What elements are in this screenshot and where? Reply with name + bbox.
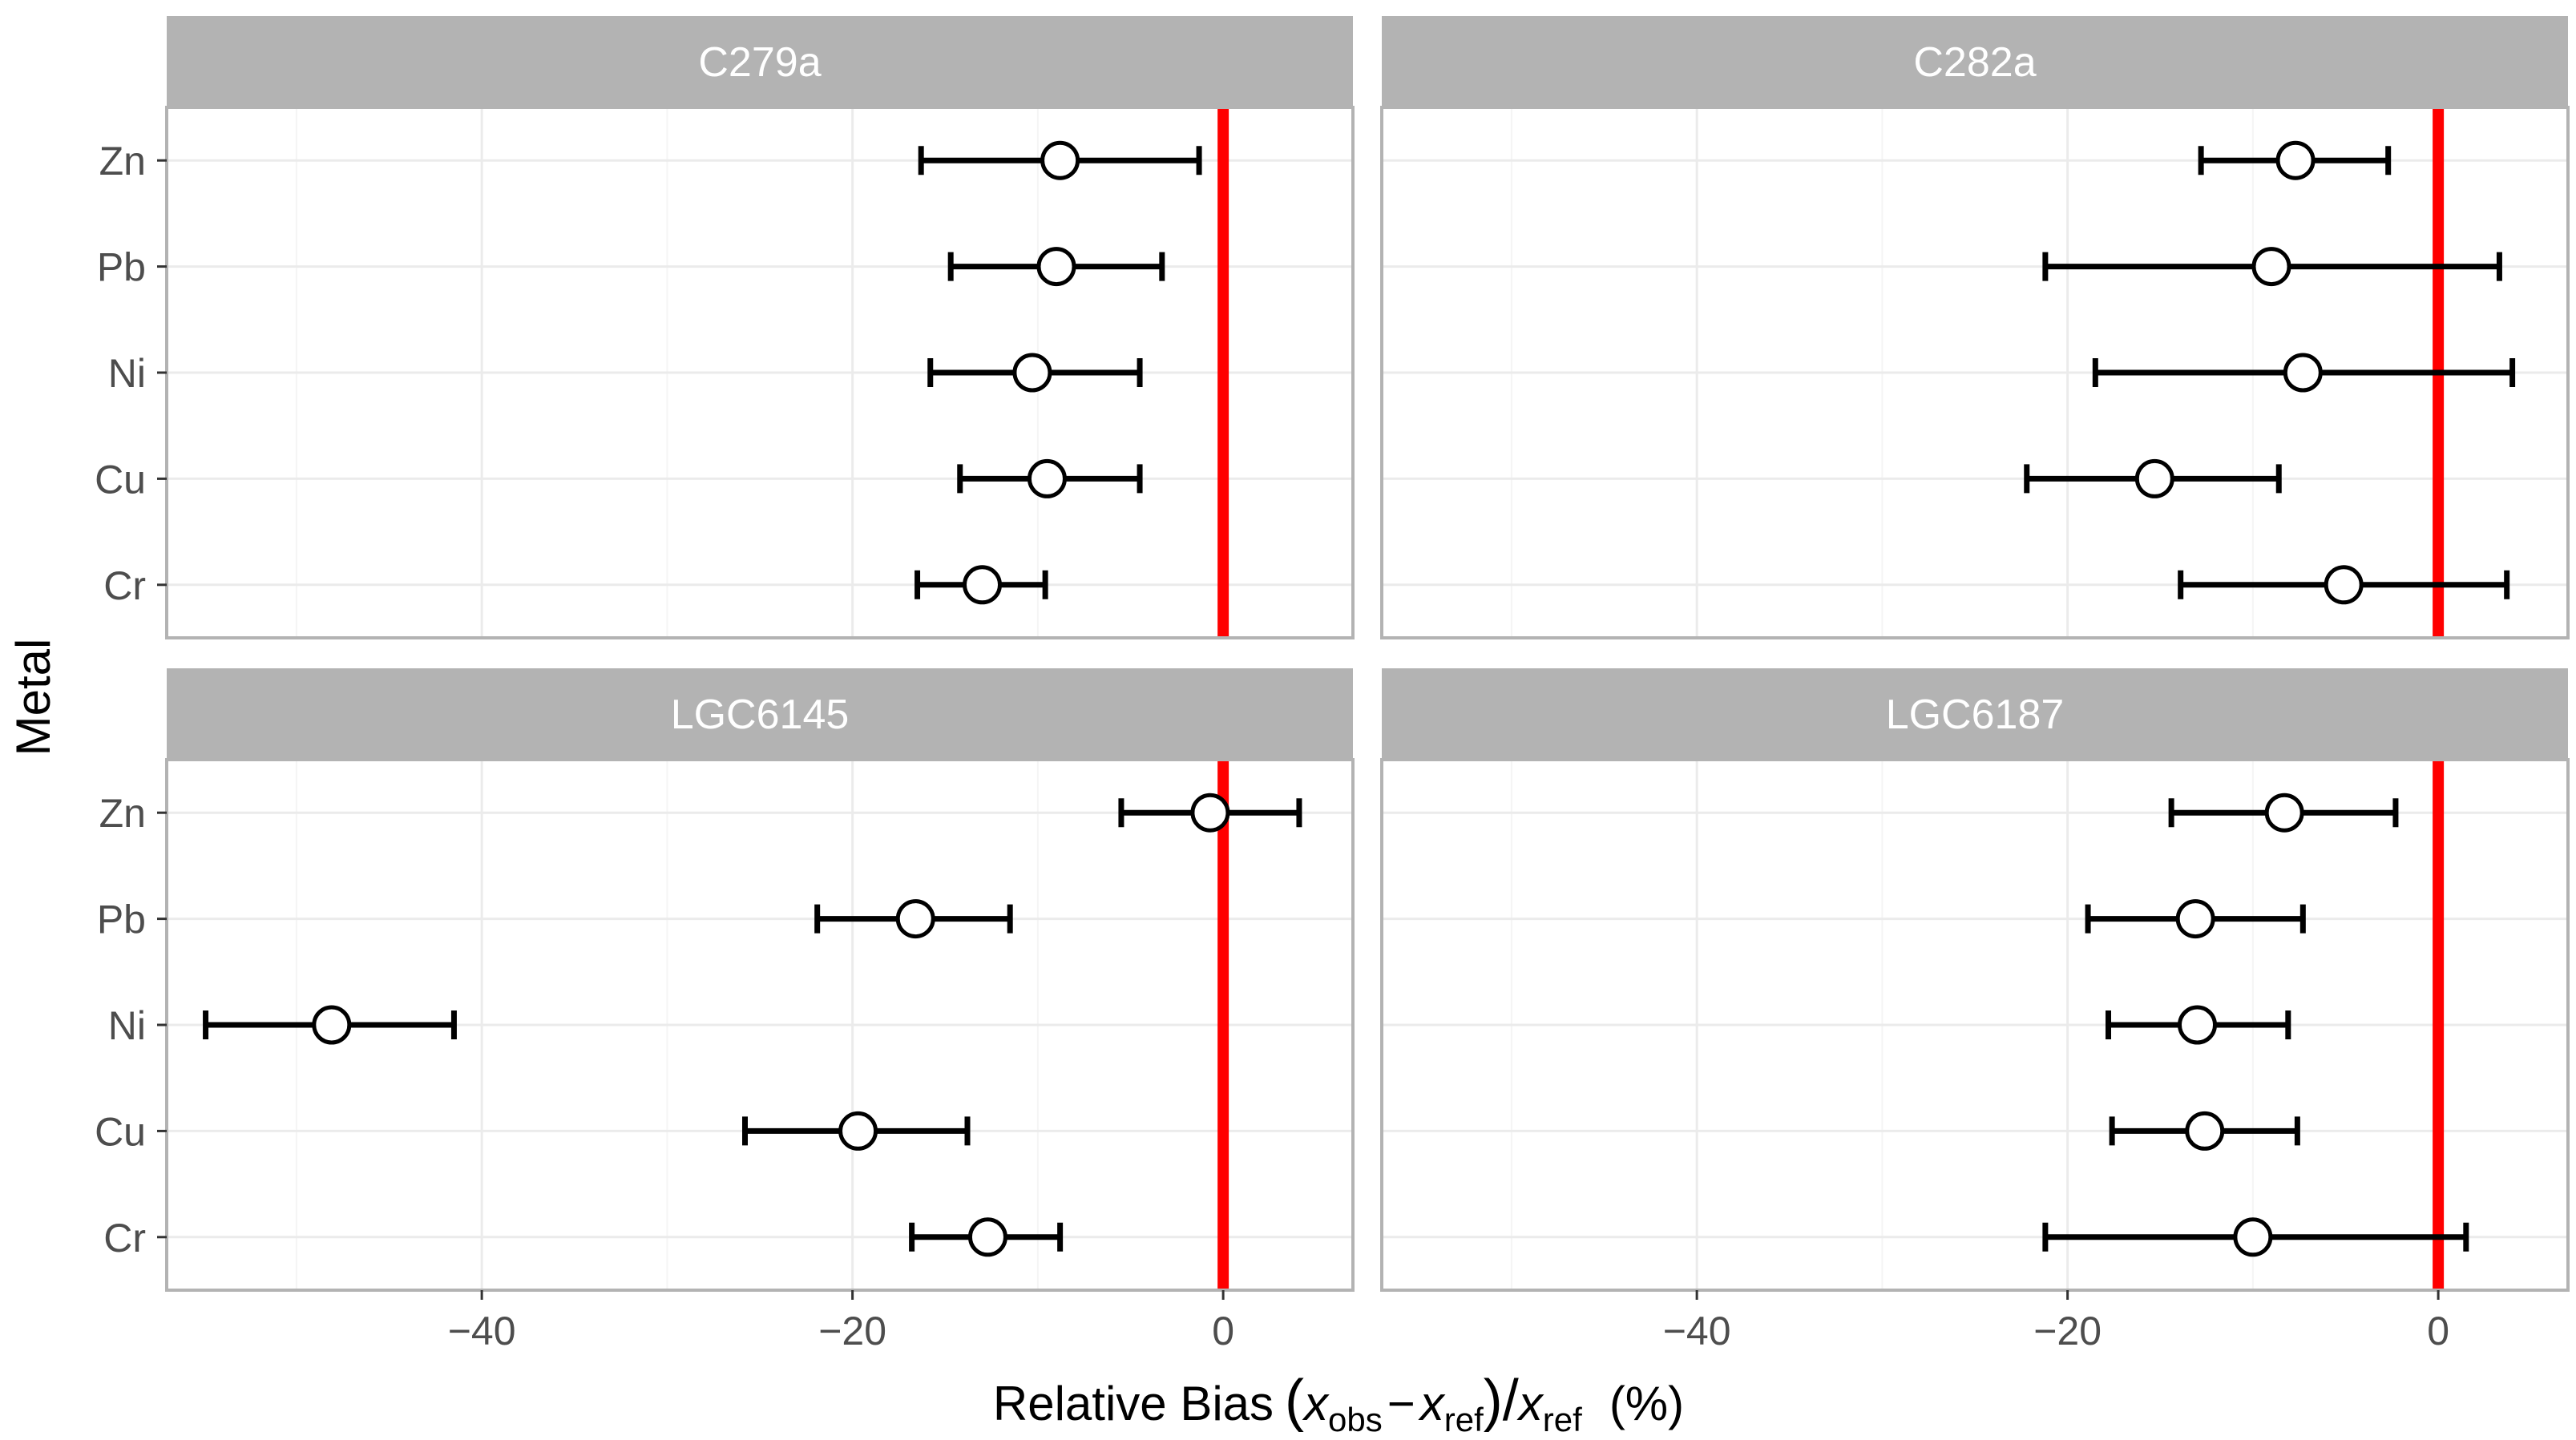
panel-c279a: C279a [165, 16, 1355, 639]
data-point-ni [2178, 1005, 2217, 1045]
y-tick-label: Ni [108, 1003, 146, 1048]
error-bar-cr [909, 1217, 1064, 1257]
data-point-cu [2134, 458, 2174, 498]
data-point-cr [963, 565, 1002, 605]
error-bar-cr [2178, 565, 2510, 605]
error-bar-ni [927, 353, 1143, 393]
data-point-zn [2264, 793, 2304, 833]
data-point-pb [2251, 247, 2291, 287]
error-bar-cu [2024, 458, 2282, 498]
x-axis-title-var-obs: x [1302, 1377, 1330, 1430]
panel-border [1380, 758, 2570, 1292]
panel-title: C279a [698, 39, 821, 86]
error-bar-cu [2109, 1111, 2300, 1151]
x-tick-label: 0 [1212, 1309, 1234, 1353]
x-tick-label: −20 [2033, 1309, 2102, 1353]
y-tick-label: Cu [95, 1109, 146, 1154]
data-point-cr [2233, 1217, 2273, 1257]
y-tick-label: Pb [97, 897, 146, 942]
error-bar-zn [2198, 140, 2392, 180]
x-axis-title-slash: / [1503, 1369, 1519, 1433]
panel-border [1380, 106, 2570, 639]
error-bar-ni [2106, 1005, 2291, 1045]
x-axis-title-var-ref: x [1418, 1377, 1446, 1430]
y-tick-label: Zn [99, 791, 146, 836]
panel-c282a: C282a [1380, 16, 2570, 639]
x-axis-title: Relative Bias (xobs − xref)/xref (%) [993, 1369, 1684, 1438]
panel-strip [1382, 668, 2568, 760]
x-axis-title-prefix: Relative Bias [993, 1377, 1274, 1430]
error-bar-pb [947, 247, 1165, 287]
x-axis-title-sub-ref2: ref [1543, 1401, 1582, 1438]
data-point-zn [1190, 793, 1230, 833]
panel-title: C282a [1913, 39, 2036, 86]
panel-lgc6187: LGC6187 [1380, 668, 2570, 1292]
x-tick-label: 0 [2427, 1309, 2449, 1353]
x-axis-title-minus: − [1387, 1377, 1415, 1430]
x-axis-title-sub-ref: ref [1444, 1401, 1484, 1438]
data-point-pb [895, 899, 935, 939]
error-bar-pb [2042, 247, 2502, 287]
data-point-zn [1040, 140, 1080, 180]
panel-title: LGC6145 [671, 692, 850, 738]
y-tick-label: Cr [103, 563, 146, 608]
data-point-ni [1012, 353, 1052, 393]
y-tick-label: Zn [99, 139, 146, 184]
y-tick-label: Ni [108, 351, 146, 396]
error-bar-pb [814, 899, 1013, 939]
error-bar-zn [918, 140, 1202, 180]
x-axis-title-var-ref2: x [1516, 1377, 1544, 1430]
error-bar-zn [2168, 793, 2399, 833]
data-point-ni [2283, 353, 2323, 393]
data-point-zn [2275, 140, 2316, 180]
x-axis-title-suffix: (%) [1609, 1377, 1684, 1430]
error-bar-cr [915, 565, 1048, 605]
data-point-cu [838, 1111, 878, 1151]
panel-strip [1382, 16, 2568, 107]
x-tick-label: −20 [818, 1309, 886, 1353]
y-tick-label: Cr [103, 1216, 146, 1261]
y-axis-title: Metal [6, 639, 60, 756]
panel-strip [167, 16, 1353, 107]
error-bar-cr [2042, 1217, 2469, 1257]
panel-title: LGC6187 [1886, 692, 2065, 738]
error-bar-cu [957, 458, 1143, 498]
data-point-pb [1036, 247, 1076, 287]
panel-strip [167, 668, 1353, 760]
data-point-pb [2175, 899, 2215, 939]
data-point-cr [2324, 565, 2364, 605]
y-tick-label: Cu [95, 457, 146, 502]
data-point-cu [2185, 1111, 2225, 1151]
y-tick-label: Pb [97, 245, 146, 290]
panel-lgc6145: LGC6145 [165, 668, 1355, 1292]
error-bar-ni [203, 1005, 457, 1045]
data-point-cr [967, 1217, 1007, 1257]
x-tick-label: −40 [1663, 1309, 1731, 1353]
error-bar-zn [1118, 793, 1302, 833]
x-tick-label: −40 [448, 1309, 516, 1353]
x-axis-title-sub-obs: obs [1328, 1401, 1383, 1438]
data-point-ni [312, 1005, 352, 1045]
axis-layer: Zn Pb Ni Cu Cr Zn Pb Ni Cu Cr −40 −20 0 −40 −20 0 [95, 139, 2449, 1353]
error-bar-cu [742, 1111, 971, 1151]
error-bar-ni [2092, 353, 2516, 393]
data-point-cu [1027, 458, 1067, 498]
panels-layer: C279a C282a LGC6145 LGC6187 [165, 16, 2570, 1292]
error-bar-pb [2085, 899, 2306, 939]
